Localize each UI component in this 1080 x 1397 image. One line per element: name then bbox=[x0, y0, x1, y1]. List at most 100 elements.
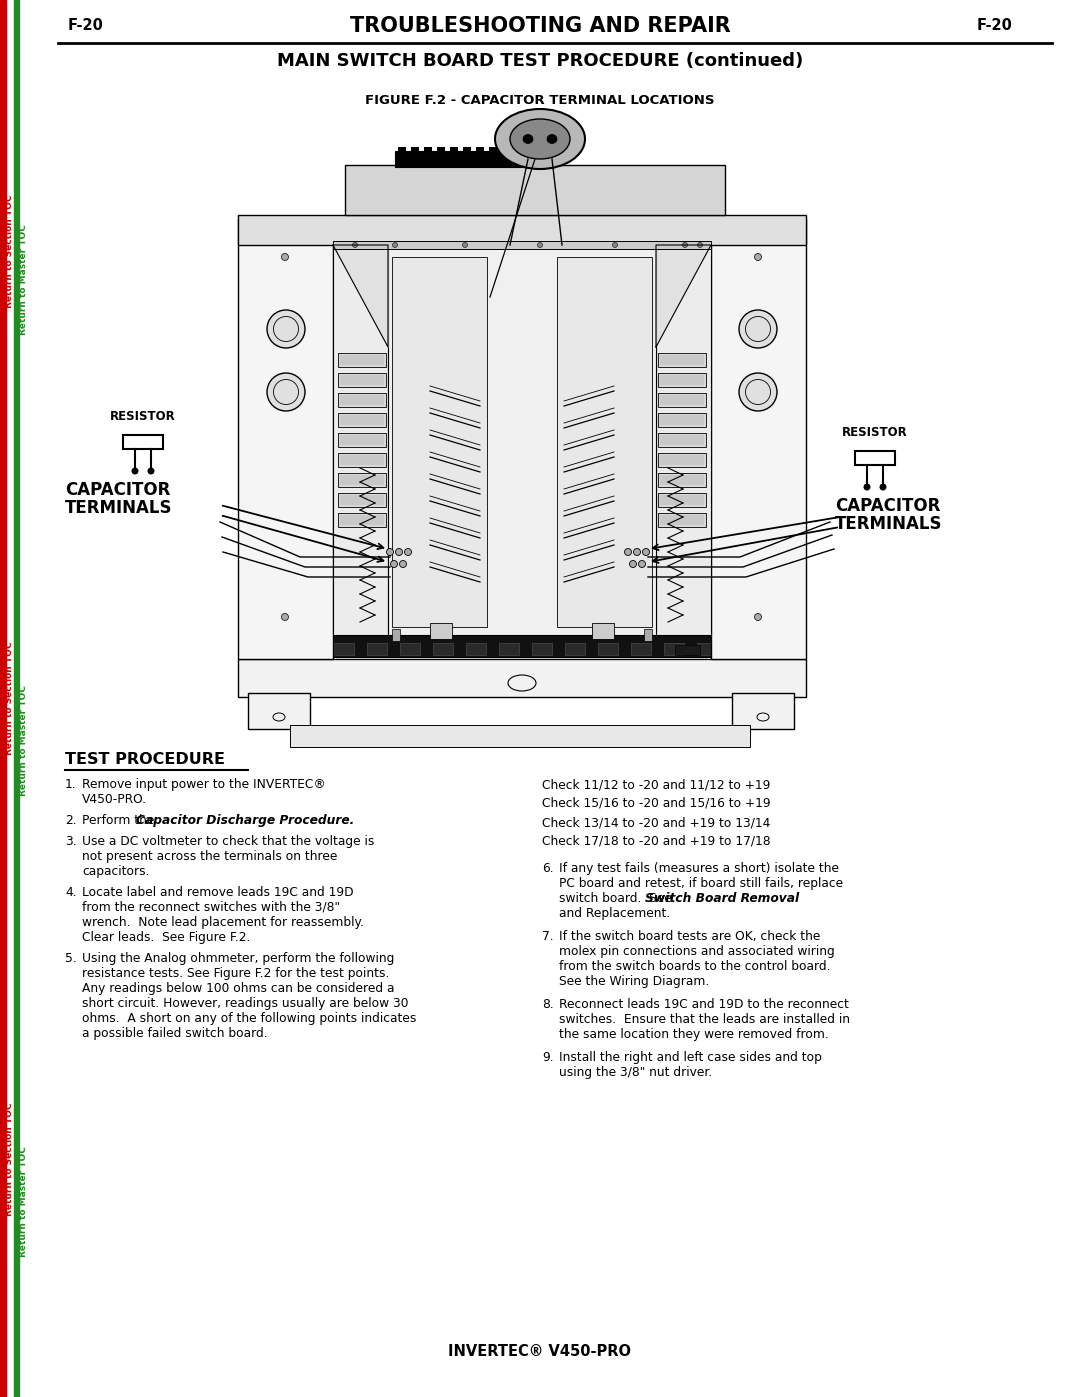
Text: TROUBLESHOOTING AND REPAIR: TROUBLESHOOTING AND REPAIR bbox=[350, 15, 730, 36]
Text: resistance tests. See Figure F.2 for the test points.: resistance tests. See Figure F.2 for the… bbox=[82, 967, 390, 981]
Text: INVERTEC® V450-PRO: INVERTEC® V450-PRO bbox=[448, 1344, 632, 1358]
Bar bbox=[14, 0, 19, 1397]
Ellipse shape bbox=[387, 549, 393, 556]
Bar bbox=[257, 643, 275, 655]
Text: F-20: F-20 bbox=[976, 18, 1012, 34]
Text: wrench.  Note lead placement for reassembly.: wrench. Note lead placement for reassemb… bbox=[82, 916, 364, 929]
Text: Clear leads.  See Figure F.2.: Clear leads. See Figure F.2. bbox=[82, 930, 251, 944]
Polygon shape bbox=[656, 244, 711, 346]
Bar bbox=[340, 395, 384, 405]
Text: Reconnect leads 19C and 19D to the reconnect: Reconnect leads 19C and 19D to the recon… bbox=[559, 997, 849, 1011]
Bar bbox=[255, 636, 789, 657]
Text: Using the Analog ohmmeter, perform the following: Using the Analog ohmmeter, perform the f… bbox=[82, 951, 394, 965]
Text: Return to Master TOC: Return to Master TOC bbox=[19, 1146, 28, 1257]
Bar bbox=[433, 643, 453, 655]
Ellipse shape bbox=[391, 560, 397, 567]
Bar bbox=[340, 495, 384, 504]
Bar bbox=[660, 415, 704, 425]
Bar bbox=[557, 257, 652, 627]
Text: switches.  Ensure that the leads are installed in: switches. Ensure that the leads are inst… bbox=[559, 1013, 850, 1025]
Bar bbox=[658, 414, 706, 427]
Text: ohms.  A short on any of the following points indicates: ohms. A short on any of the following po… bbox=[82, 1011, 417, 1025]
Text: Check 13/14 to -20 and +19 to 13/14: Check 13/14 to -20 and +19 to 13/14 bbox=[542, 816, 770, 828]
Ellipse shape bbox=[739, 373, 777, 411]
Bar bbox=[338, 433, 386, 447]
Bar bbox=[340, 475, 384, 485]
Bar bbox=[400, 643, 420, 655]
Text: the same location they were removed from.: the same location they were removed from… bbox=[559, 1028, 828, 1041]
Bar bbox=[333, 244, 388, 636]
Text: Return to Master TOC: Return to Master TOC bbox=[19, 224, 28, 335]
Text: Return to Master TOC: Return to Master TOC bbox=[19, 685, 28, 796]
Bar bbox=[660, 495, 704, 504]
Bar bbox=[333, 242, 711, 249]
Bar bbox=[664, 643, 684, 655]
Bar bbox=[644, 629, 652, 641]
Bar bbox=[279, 643, 297, 655]
Text: Check 11/12 to -20 and 11/12 to +19: Check 11/12 to -20 and 11/12 to +19 bbox=[542, 778, 770, 791]
Bar bbox=[598, 643, 618, 655]
Text: and Replacement.: and Replacement. bbox=[559, 907, 671, 921]
Ellipse shape bbox=[282, 253, 288, 260]
Text: RESISTOR: RESISTOR bbox=[842, 426, 908, 439]
Text: TEST PROCEDURE: TEST PROCEDURE bbox=[65, 752, 225, 767]
Bar bbox=[658, 433, 706, 447]
Bar bbox=[465, 643, 486, 655]
Bar bbox=[660, 515, 704, 525]
Text: If the switch board tests are OK, check the: If the switch board tests are OK, check … bbox=[559, 930, 821, 943]
Bar bbox=[592, 623, 615, 638]
Bar bbox=[476, 147, 484, 154]
Ellipse shape bbox=[546, 134, 557, 144]
Bar bbox=[697, 643, 717, 655]
Ellipse shape bbox=[267, 373, 305, 411]
Bar bbox=[502, 147, 510, 154]
Ellipse shape bbox=[755, 613, 761, 620]
Ellipse shape bbox=[630, 560, 636, 567]
Ellipse shape bbox=[400, 560, 406, 567]
Bar bbox=[660, 475, 704, 485]
Text: short circuit. However, readings usually are below 30: short circuit. However, readings usually… bbox=[82, 997, 408, 1010]
Ellipse shape bbox=[755, 253, 761, 260]
Bar bbox=[565, 643, 585, 655]
Text: from the reconnect switches with the 3/8": from the reconnect switches with the 3/8… bbox=[82, 901, 340, 914]
Ellipse shape bbox=[462, 243, 468, 247]
Bar bbox=[411, 147, 419, 154]
Bar bbox=[238, 215, 806, 244]
Bar bbox=[238, 659, 806, 697]
Bar bbox=[340, 374, 384, 386]
Text: Use a DC voltmeter to check that the voltage is: Use a DC voltmeter to check that the vol… bbox=[82, 835, 375, 848]
Bar bbox=[338, 513, 386, 527]
Bar bbox=[499, 643, 519, 655]
Text: 5.: 5. bbox=[65, 951, 77, 965]
Ellipse shape bbox=[523, 134, 534, 144]
Text: capacitors.: capacitors. bbox=[82, 865, 149, 877]
Ellipse shape bbox=[683, 243, 688, 247]
Bar bbox=[340, 515, 384, 525]
Text: 9.: 9. bbox=[542, 1051, 554, 1065]
Bar bbox=[395, 151, 535, 168]
Ellipse shape bbox=[698, 243, 702, 247]
Bar bbox=[338, 373, 386, 387]
Bar bbox=[338, 453, 386, 467]
Text: not present across the terminals on three: not present across the terminals on thre… bbox=[82, 849, 337, 863]
Bar bbox=[658, 474, 706, 488]
Text: RESISTOR: RESISTOR bbox=[110, 409, 176, 423]
Ellipse shape bbox=[739, 310, 777, 348]
Text: 6.: 6. bbox=[542, 862, 554, 875]
Ellipse shape bbox=[538, 243, 542, 247]
Bar bbox=[340, 415, 384, 425]
Text: Perform the: Perform the bbox=[82, 814, 159, 827]
Text: Remove input power to the INVERTEC®: Remove input power to the INVERTEC® bbox=[82, 778, 326, 791]
Text: F-20: F-20 bbox=[68, 18, 104, 34]
Bar bbox=[658, 393, 706, 407]
Bar bbox=[656, 244, 711, 636]
Bar bbox=[301, 643, 321, 655]
Bar bbox=[711, 219, 806, 659]
Text: Return to Section TOC: Return to Section TOC bbox=[5, 194, 14, 309]
Ellipse shape bbox=[282, 613, 288, 620]
Bar bbox=[437, 147, 445, 154]
Bar bbox=[340, 355, 384, 365]
Ellipse shape bbox=[879, 483, 887, 490]
Text: molex pin connections and associated wiring: molex pin connections and associated wir… bbox=[559, 944, 835, 958]
Ellipse shape bbox=[643, 549, 649, 556]
